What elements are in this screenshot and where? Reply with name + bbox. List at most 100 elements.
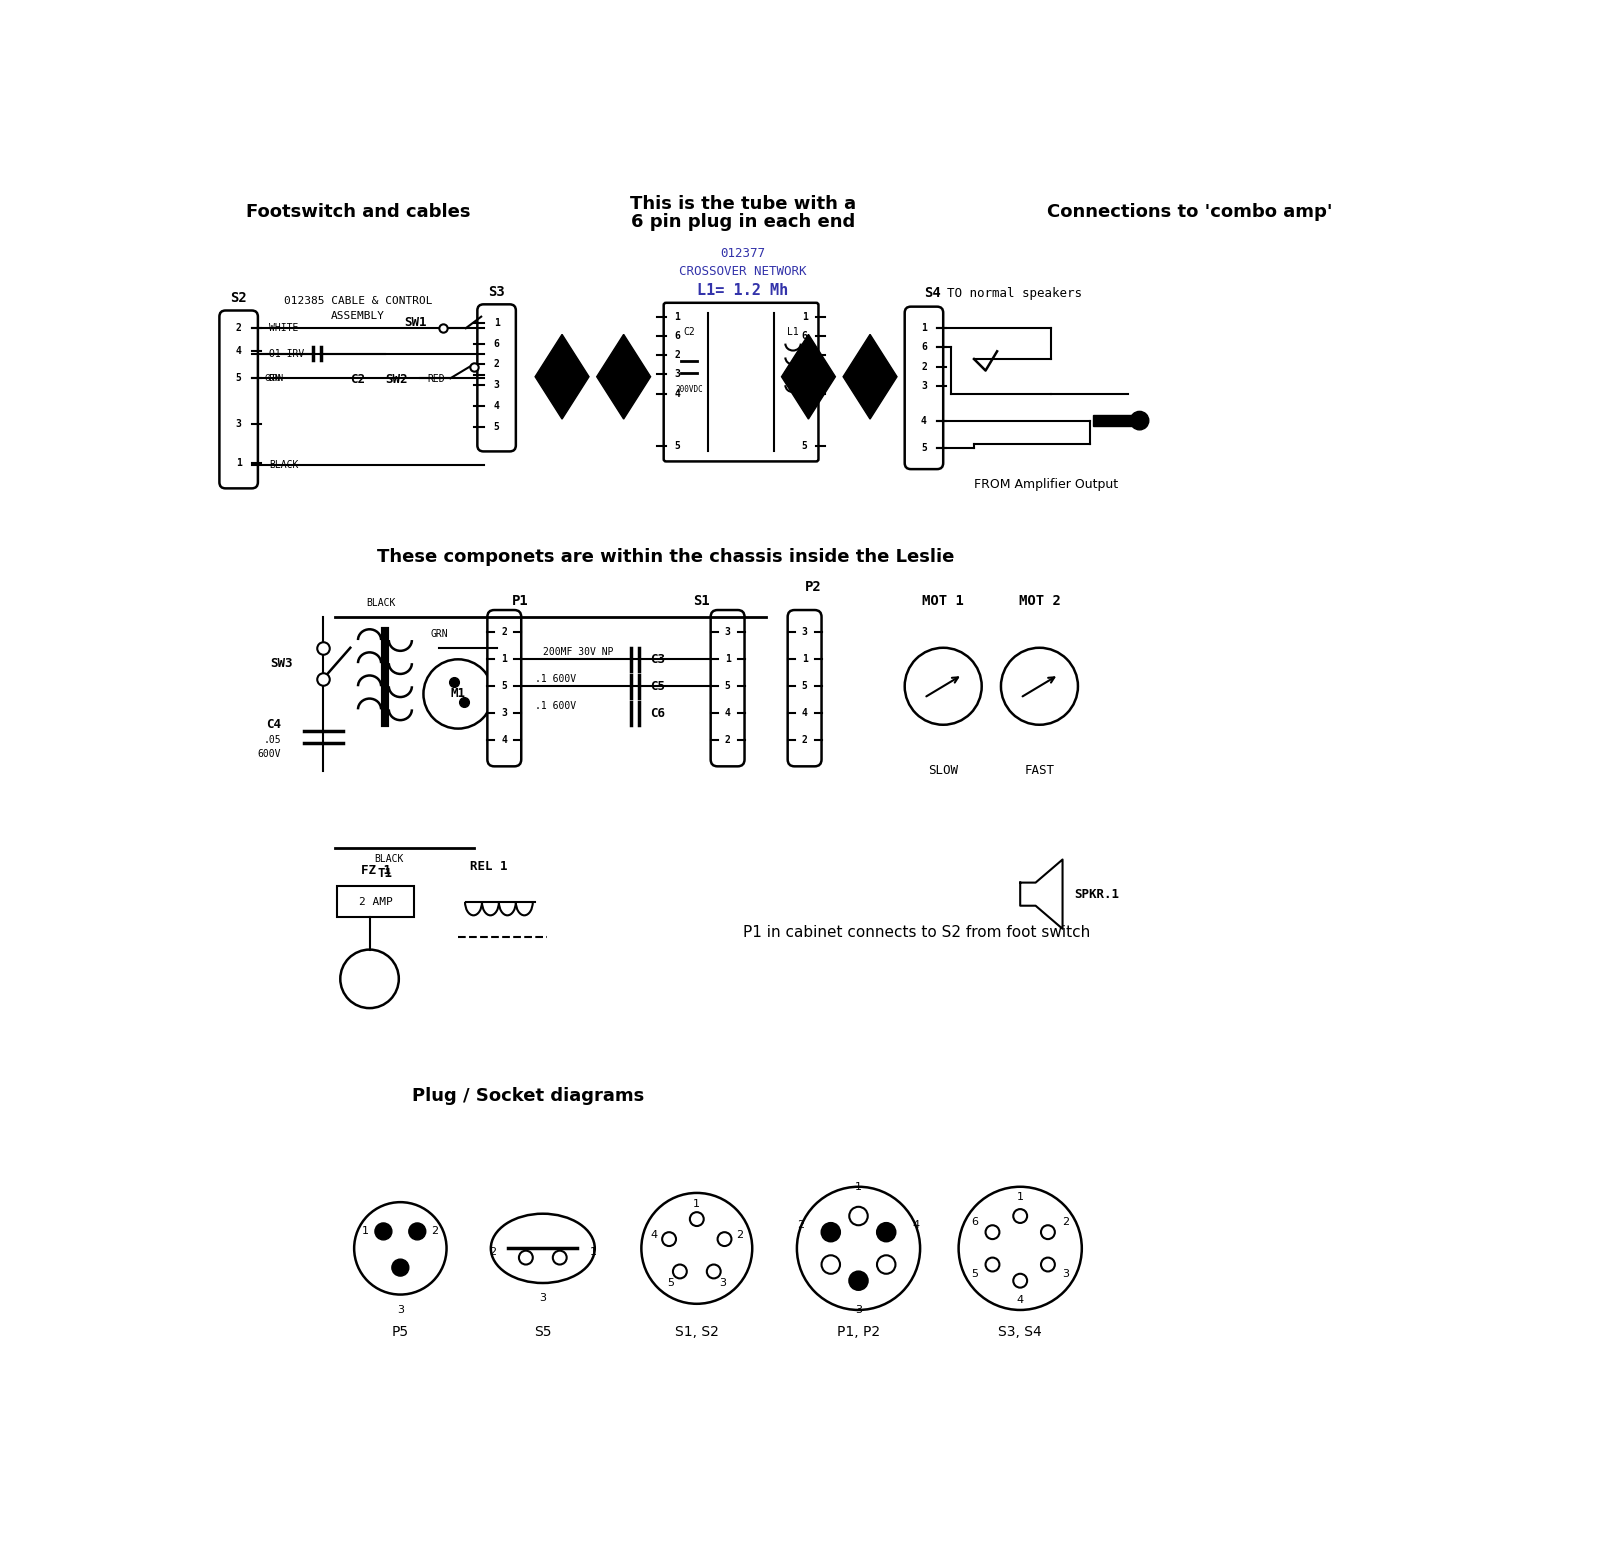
Text: 3: 3 <box>397 1305 403 1314</box>
Text: 3: 3 <box>802 627 808 638</box>
Text: 1: 1 <box>235 458 242 467</box>
Text: 4: 4 <box>235 347 242 356</box>
Text: SW1: SW1 <box>405 316 427 330</box>
Text: 1: 1 <box>854 1181 862 1192</box>
Text: C6: C6 <box>651 707 666 720</box>
Circle shape <box>877 1223 896 1241</box>
Text: 4: 4 <box>1016 1296 1024 1305</box>
Text: 5: 5 <box>725 681 731 692</box>
Text: Footswitch and cables: Footswitch and cables <box>246 203 470 221</box>
Text: 6: 6 <box>675 331 680 341</box>
Text: 1: 1 <box>802 311 808 322</box>
Text: C5: C5 <box>651 680 666 694</box>
Text: 200MF 30V NP: 200MF 30V NP <box>542 647 613 656</box>
Text: P2: P2 <box>805 580 821 594</box>
Text: WHITE: WHITE <box>269 324 299 333</box>
Text: 1: 1 <box>494 317 499 328</box>
Text: 5: 5 <box>802 681 808 692</box>
Text: 2: 2 <box>1062 1217 1069 1228</box>
Text: C2: C2 <box>350 373 365 385</box>
Text: 2: 2 <box>802 350 808 361</box>
Text: TO normal speakers: TO normal speakers <box>947 286 1082 300</box>
Text: FAST: FAST <box>1024 765 1054 777</box>
Text: SW2: SW2 <box>386 373 408 385</box>
FancyBboxPatch shape <box>664 303 819 461</box>
Text: 600V: 600V <box>258 749 282 759</box>
Polygon shape <box>781 334 835 420</box>
Text: SW3: SW3 <box>270 656 293 670</box>
Text: 6 pin plug in each end: 6 pin plug in each end <box>630 212 854 231</box>
Text: S4: S4 <box>923 286 941 300</box>
Text: 6: 6 <box>802 331 808 341</box>
Text: C3: C3 <box>651 653 666 666</box>
FancyBboxPatch shape <box>787 610 821 766</box>
Text: 1: 1 <box>922 324 926 333</box>
Text: 5: 5 <box>802 441 808 450</box>
Text: This is the tube with a: This is the tube with a <box>630 195 856 214</box>
Text: S2: S2 <box>230 291 246 305</box>
FancyBboxPatch shape <box>477 305 515 452</box>
Text: S3: S3 <box>488 285 506 299</box>
Text: 3: 3 <box>494 381 499 390</box>
Text: .1 600V: .1 600V <box>534 673 576 684</box>
Text: 2: 2 <box>494 359 499 370</box>
Text: 4: 4 <box>650 1229 658 1240</box>
Text: S1: S1 <box>693 594 710 608</box>
Circle shape <box>392 1259 410 1276</box>
Text: 2: 2 <box>922 362 926 372</box>
FancyBboxPatch shape <box>710 610 744 766</box>
Text: 3: 3 <box>720 1279 726 1288</box>
Text: 5: 5 <box>667 1279 674 1288</box>
Text: 6: 6 <box>971 1217 978 1228</box>
Text: MOT 2: MOT 2 <box>1019 594 1061 608</box>
Text: 2: 2 <box>235 324 242 333</box>
Text: 5: 5 <box>675 441 680 450</box>
Text: SLOW: SLOW <box>928 765 958 777</box>
Text: 2: 2 <box>725 735 731 745</box>
Bar <box>338 887 414 918</box>
Text: 3: 3 <box>1062 1269 1069 1279</box>
Text: 4: 4 <box>675 389 680 399</box>
Text: P1, P2: P1, P2 <box>837 1325 880 1339</box>
Text: .1 600V: .1 600V <box>534 701 576 711</box>
Text: SPKR.1: SPKR.1 <box>1074 887 1118 901</box>
Text: 5: 5 <box>501 681 507 692</box>
Text: These componets are within the chassis inside the Leslie: These componets are within the chassis i… <box>378 548 955 565</box>
Text: BLACK: BLACK <box>269 460 299 469</box>
Text: Plug / Socket diagrams: Plug / Socket diagrams <box>411 1087 645 1105</box>
Text: .05: .05 <box>264 735 282 745</box>
Text: 3: 3 <box>802 370 808 379</box>
Text: GRN: GRN <box>264 373 280 382</box>
Text: MOT 1: MOT 1 <box>922 594 965 608</box>
Text: 2: 2 <box>501 627 507 638</box>
Text: P5: P5 <box>392 1325 410 1339</box>
Text: 1: 1 <box>589 1248 597 1257</box>
Circle shape <box>410 1223 426 1240</box>
Text: 3: 3 <box>235 420 242 429</box>
Text: O1 IRV: O1 IRV <box>269 348 304 359</box>
Text: 012377: 012377 <box>720 248 765 260</box>
Text: REL 1: REL 1 <box>470 859 507 873</box>
Text: FZ 1: FZ 1 <box>360 864 390 878</box>
Text: GRN: GRN <box>267 373 283 382</box>
Text: 2: 2 <box>675 350 680 361</box>
Text: 5: 5 <box>235 373 242 384</box>
Text: 5: 5 <box>494 421 499 432</box>
Text: BLACK: BLACK <box>366 598 395 608</box>
Text: ASSEMBLY: ASSEMBLY <box>331 311 386 322</box>
Text: 3: 3 <box>675 370 680 379</box>
Text: P1: P1 <box>512 594 528 608</box>
Text: 1: 1 <box>675 311 680 322</box>
Text: S5: S5 <box>534 1325 552 1339</box>
Text: 1: 1 <box>1016 1192 1024 1201</box>
Text: 5: 5 <box>922 443 926 452</box>
Polygon shape <box>597 334 651 420</box>
Text: 3: 3 <box>725 627 731 638</box>
Text: C4: C4 <box>266 718 282 731</box>
Text: T1: T1 <box>378 867 392 881</box>
Text: 2: 2 <box>432 1226 438 1237</box>
Text: S1, S2: S1, S2 <box>675 1325 718 1339</box>
Text: 2: 2 <box>736 1229 744 1240</box>
Text: 4: 4 <box>922 415 926 426</box>
Text: 4: 4 <box>912 1220 920 1231</box>
